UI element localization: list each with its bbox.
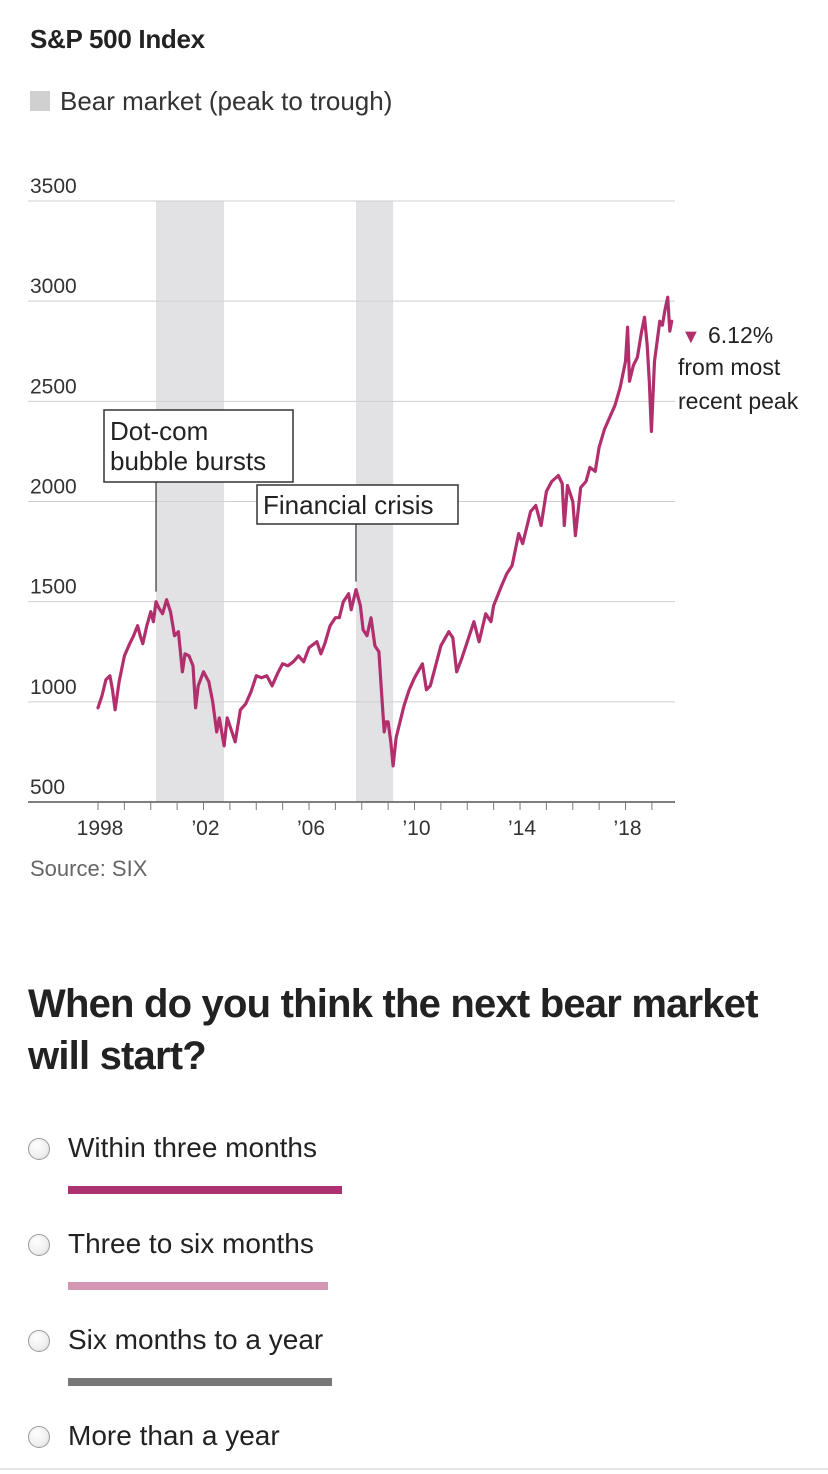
peak-change-value: 6.12% [708,322,773,348]
radio-button[interactable] [28,1138,50,1160]
chart-title: S&P 500 Index [30,24,205,54]
poll-option-label: Within three months [68,1132,317,1163]
poll-option-within-three-months[interactable]: Within three months [26,1130,356,1194]
x-tick-label: ’02 [191,817,219,840]
poll-option-label: More than a year [68,1420,280,1451]
radio-button[interactable] [28,1330,50,1352]
down-triangle-icon: ▼ [681,326,701,348]
poll-result-bar [68,1282,328,1290]
legend-label: Bear market (peak to trough) [60,85,393,116]
poll-result-bar [68,1186,342,1194]
y-tick-label: 2000 [30,476,77,499]
poll-option-three-to-six-months[interactable]: Three to six months [26,1226,356,1290]
x-tick-label: ’06 [297,817,325,840]
line-chart: 500 1000 1500 2000 2500 3000 3500 1998 ’02 ’06 ’10… [28,175,799,840]
legend: Bear market (peak to trough) [30,84,392,118]
y-tick-label: 2500 [30,375,77,398]
x-tick-label: ’10 [402,817,430,840]
poll-option-six-months-to-a-year[interactable]: Six months to a year [26,1322,356,1386]
y-tick-label: 1000 [30,676,77,699]
radio-button[interactable] [28,1426,50,1448]
annotation-box [256,484,459,525]
y-tick-label: 3500 [30,175,77,198]
series-line-sp500 [96,295,674,768]
poll-result-bar [68,1378,332,1386]
annotation-text: Dot-com [110,416,208,446]
x-tick-label: 1998 [77,817,124,840]
peak-change-text: from most [678,354,781,380]
poll-option-more-than-a-year[interactable]: More than a year [26,1418,356,1458]
peak-change-text: recent peak [678,388,799,414]
annotation-text: bubble bursts [110,446,266,476]
poll-option-label: Three to six months [68,1228,314,1259]
bottom-divider [0,1468,828,1470]
annotation-text: Financial crisis [263,490,434,520]
poll-option-label: Six months to a year [68,1324,324,1355]
source-note: Source: SIX [30,856,148,881]
annotation-box [103,409,294,483]
y-tick-label: 3000 [30,275,77,298]
x-tick-label: ’18 [614,817,642,840]
legend-swatch-icon [30,91,50,111]
x-tick-label: ’14 [508,817,536,840]
y-tick-label: 500 [30,776,65,799]
y-tick-label: 1500 [30,576,77,599]
poll-question: When do you think the next bear market w… [28,982,759,1078]
radio-button[interactable] [28,1234,50,1256]
